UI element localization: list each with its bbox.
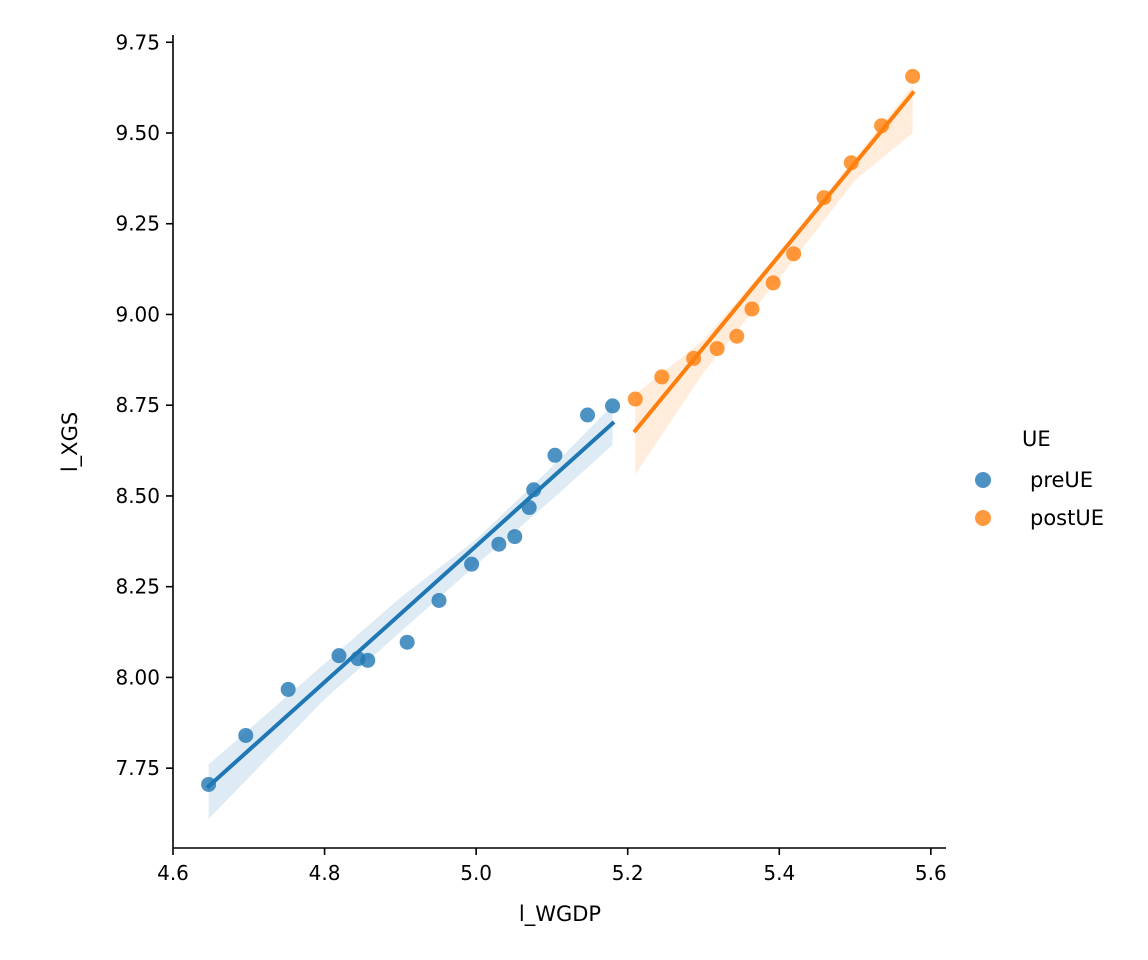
x-ticks: 4.6 4.8 5.0 5.2 5.4 5.6 xyxy=(157,848,947,885)
x-tick-label: 4.6 xyxy=(157,861,189,885)
y-tick-label: 9.75 xyxy=(115,30,160,54)
y-tick-label: 9.25 xyxy=(115,212,160,236)
preue-data-point xyxy=(605,398,621,414)
postue-data-point xyxy=(627,391,643,407)
postue-regression-line xyxy=(632,90,916,434)
y-ticks: 7.75 8.00 8.25 8.50 8.75 9.00 9.25 9.50 9.75 xyxy=(115,30,173,780)
y-tick-label: 8.75 xyxy=(115,393,160,417)
postue-data-point xyxy=(686,350,702,366)
axes xyxy=(172,35,946,849)
y-tick-label: 7.75 xyxy=(115,756,160,780)
preue-data-point xyxy=(238,727,254,743)
y-axis-label: l_XGS xyxy=(58,412,83,472)
preue-data-point xyxy=(280,681,296,697)
preue-data-point xyxy=(360,652,376,668)
postue-data-point xyxy=(729,328,745,344)
legend-marker-preue xyxy=(975,472,991,488)
postue-data-point xyxy=(843,155,859,171)
legend: UE preUE postUE xyxy=(975,427,1104,530)
y-tick-label: 8.00 xyxy=(115,665,160,689)
preue-data-point xyxy=(491,536,507,552)
postue-data-point xyxy=(786,246,802,262)
preue-data-point xyxy=(580,407,596,423)
y-tick-label: 9.00 xyxy=(115,302,160,326)
legend-title: UE xyxy=(1022,427,1051,451)
x-tick-label: 4.8 xyxy=(309,861,341,885)
x-tick-label: 5.2 xyxy=(612,861,644,885)
preue-confidence-band xyxy=(208,405,613,819)
postue-data-point xyxy=(874,118,890,134)
preue-data-point xyxy=(507,529,523,545)
postue-data-point xyxy=(654,369,670,385)
preue-data-point xyxy=(431,592,447,608)
preue-data-point xyxy=(521,500,537,516)
preue-data-point xyxy=(464,556,480,572)
postue-data-point xyxy=(709,341,725,357)
legend-marker-postue xyxy=(975,510,991,526)
preue-data-point xyxy=(201,776,217,792)
postue-data-point xyxy=(765,275,781,291)
x-tick-label: 5.4 xyxy=(763,861,795,885)
postue-data-point xyxy=(816,190,832,206)
preue-data-point xyxy=(399,634,415,650)
preue-data-point xyxy=(547,447,563,463)
preue-data-point xyxy=(331,648,347,664)
data-points xyxy=(201,68,921,792)
postue-data-point xyxy=(744,301,760,317)
legend-label-preue: preUE xyxy=(1030,468,1093,492)
legend-label-postue: postUE xyxy=(1030,506,1104,530)
y-tick-label: 8.50 xyxy=(115,484,160,508)
preue-regression-line xyxy=(205,420,616,790)
preue-data-point xyxy=(526,482,542,498)
x-tick-label: 5.6 xyxy=(915,861,947,885)
x-axis-label: l_WGDP xyxy=(519,902,601,927)
regression-lines xyxy=(205,90,916,790)
postue-data-point xyxy=(905,68,921,84)
y-tick-label: 8.25 xyxy=(115,575,160,599)
y-tick-label: 9.50 xyxy=(115,121,160,145)
x-tick-label: 5.0 xyxy=(460,861,492,885)
